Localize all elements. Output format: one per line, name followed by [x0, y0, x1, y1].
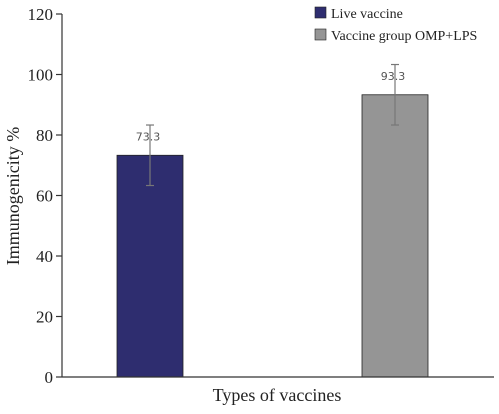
bar	[361, 94, 429, 378]
bar	[116, 154, 184, 378]
legend-swatch	[314, 6, 327, 19]
y-axis-label: Immunogenicity %	[3, 127, 23, 265]
y-tick-label: 80	[36, 126, 53, 145]
legend-label: Live vaccine	[331, 7, 403, 22]
y-tick-label: 60	[36, 187, 53, 206]
plot-area: 73.3 93.3	[116, 63, 429, 378]
legend: Live vaccine Vaccine group OMP+LPS	[314, 6, 477, 44]
legend-swatch	[314, 28, 327, 41]
y-axis-ticks: 0 20 40 60 80 100 120	[28, 5, 62, 387]
y-tick-label: 0	[45, 368, 54, 387]
legend-label: Vaccine group OMP+LPS	[331, 29, 477, 44]
bar-data-label: 73.3	[136, 130, 161, 143]
y-tick-label: 20	[36, 308, 53, 327]
x-axis-label: Types of vaccines	[213, 385, 342, 405]
y-tick-label: 40	[36, 247, 53, 266]
bar-data-label: 93.3	[381, 70, 406, 83]
y-tick-label: 120	[28, 5, 54, 24]
y-tick-label: 100	[28, 66, 54, 85]
